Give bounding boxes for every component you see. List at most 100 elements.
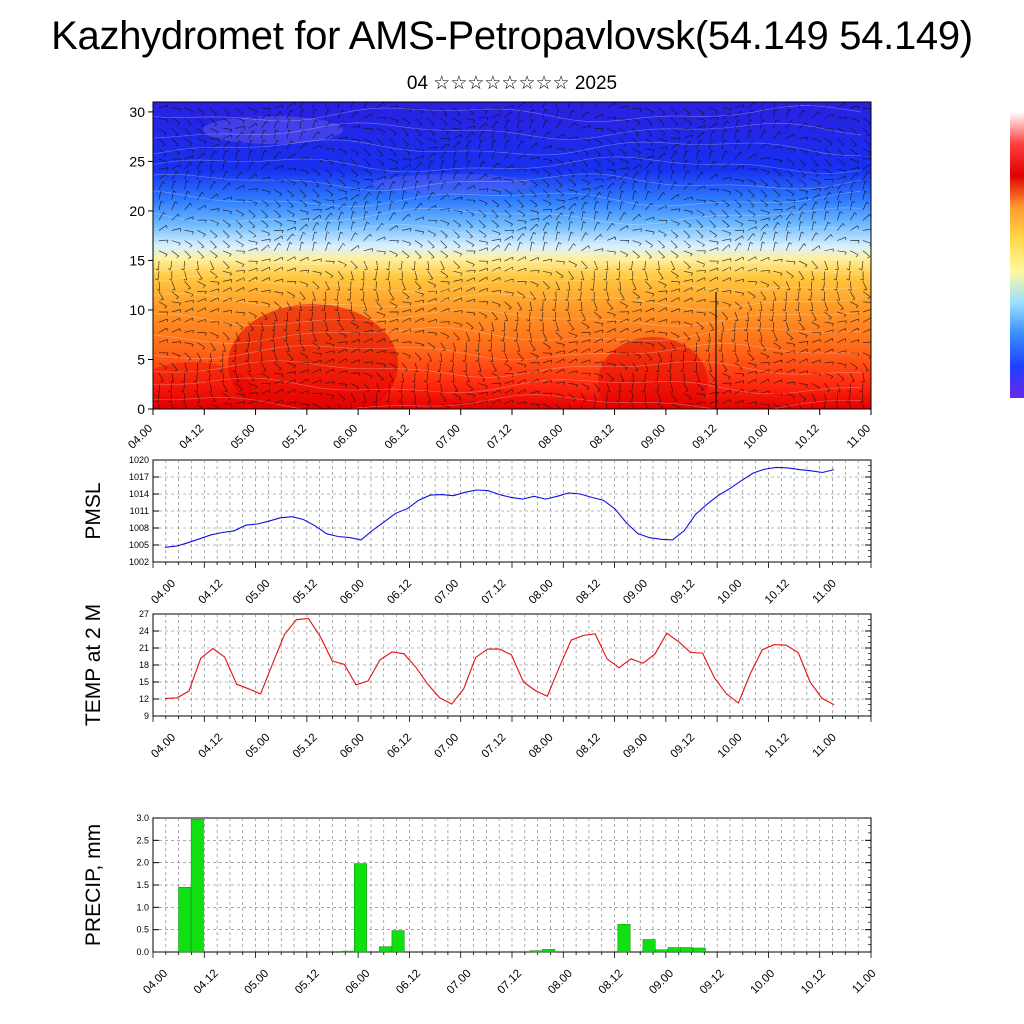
panel-2-xtick-label-0: 04.00 bbox=[149, 578, 178, 607]
panel-4-ytick-label-4: 2.0 bbox=[136, 858, 149, 868]
panel-3-ytick-label-6: 27 bbox=[139, 609, 149, 619]
chart-title: Kazhydromet for AMS-Petropavlovsk(54.149… bbox=[51, 14, 973, 58]
contour-line-9 bbox=[153, 258, 862, 276]
contour-line-7 bbox=[153, 224, 862, 242]
panel-4-xtick-label-12: 10.00 bbox=[748, 968, 777, 997]
cross-section-xtick-label-6: 07.00 bbox=[434, 423, 463, 452]
wind-barbs bbox=[155, 102, 871, 409]
cross-section-xtick-label-3: 05.12 bbox=[280, 423, 309, 452]
cross-section-ytick-label-5: 25 bbox=[129, 153, 145, 169]
cross-section-xtick-label-4: 06.00 bbox=[331, 423, 360, 452]
cold-core-0 bbox=[203, 116, 343, 144]
wind-barb-paths bbox=[155, 102, 871, 409]
panel-2-ytick-label-5: 1017 bbox=[129, 472, 149, 482]
panel-2-xtick-label-5: 06.12 bbox=[385, 578, 414, 607]
panel-2-xtick-label-7: 07.12 bbox=[480, 578, 509, 607]
panel-2-ylabel: PMSL bbox=[82, 482, 105, 539]
panel-2-grid bbox=[153, 460, 871, 562]
contour-line-15 bbox=[153, 360, 862, 378]
panel-4-ytick-label-6: 3.0 bbox=[136, 813, 149, 823]
contour-line-8 bbox=[153, 241, 862, 259]
contour-line-10 bbox=[153, 275, 862, 293]
panel-3-xtick-label-4: 06.00 bbox=[338, 732, 367, 761]
panel-2-xtick-label-1: 04.12 bbox=[196, 578, 225, 607]
precip-bar-18 bbox=[391, 930, 405, 953]
panel-3-xtick-label-8: 08.00 bbox=[527, 732, 556, 761]
panel-2-ytick-label-3: 1011 bbox=[130, 506, 149, 516]
precip-bar-40 bbox=[667, 947, 681, 953]
panel-3-xtick-label-11: 09.12 bbox=[668, 732, 697, 761]
cross-section-field bbox=[153, 102, 871, 409]
panel-2-xtick-label-11: 09.12 bbox=[668, 578, 697, 607]
panel-2-ytick-label-2: 1008 bbox=[129, 523, 149, 533]
panel-4-xtick-label-7: 07.12 bbox=[495, 968, 524, 997]
panel-4-xtick-label-4: 06.00 bbox=[344, 968, 373, 997]
panel-3-xtick-label-2: 05.00 bbox=[244, 732, 273, 761]
panel-2-xtick-label-6: 07.00 bbox=[432, 578, 461, 607]
panel-2-ytick-label-4: 1014 bbox=[129, 489, 149, 499]
panel-4-xtick-label-5: 06.12 bbox=[394, 968, 423, 997]
panel-4-xtick-label-14: 11.00 bbox=[850, 968, 878, 996]
panel-2-xtick-label-14: 11.00 bbox=[811, 578, 839, 606]
contour-line-2 bbox=[153, 139, 862, 156]
cross-section-ytick-label-3: 15 bbox=[129, 252, 145, 268]
contour-line-12 bbox=[153, 309, 862, 327]
panel-3-xtick-label-7: 07.12 bbox=[480, 732, 509, 761]
contour-line-1 bbox=[153, 122, 862, 140]
contour-line-4 bbox=[153, 173, 862, 191]
cross-section-xtick-label-5: 06.12 bbox=[383, 423, 412, 452]
warm-core-1 bbox=[598, 337, 708, 409]
panel-3-ytick-label-4: 21 bbox=[139, 643, 149, 653]
contour-line-14 bbox=[153, 343, 862, 361]
cross-section-xtick-label-2: 05.00 bbox=[229, 423, 258, 452]
cross-section-ytick-label-4: 20 bbox=[129, 203, 145, 219]
panel-4-xtick-label-6: 07.00 bbox=[445, 968, 474, 997]
panel-2-ytick-label-1: 1005 bbox=[129, 540, 149, 550]
panel-2-xtick-label-8: 08.00 bbox=[527, 578, 556, 607]
precip-bar-1 bbox=[178, 886, 192, 953]
panel-2-xtick-label-2: 05.00 bbox=[244, 578, 273, 607]
cross-section-ytick-label-1: 5 bbox=[137, 351, 145, 367]
panel-4-xtick-label-11: 09.12 bbox=[698, 968, 727, 997]
precip-bar-41 bbox=[680, 947, 694, 953]
panel-2-ytick-label-0: 1002 bbox=[129, 557, 149, 567]
cross-section-xtick-label-12: 10.00 bbox=[742, 423, 771, 452]
panel-3-xtick-label-0: 04.00 bbox=[149, 732, 178, 761]
contour-line-3 bbox=[153, 156, 862, 174]
panel-3-grid bbox=[153, 614, 871, 716]
panel-2-xtick-label-4: 06.00 bbox=[338, 578, 367, 607]
panel-3-xtick-label-13: 10.12 bbox=[763, 732, 792, 761]
cross-section-ytick-label-6: 30 bbox=[129, 104, 145, 120]
cross-section-xtick-label-10: 09.00 bbox=[639, 423, 668, 452]
panel-3-ylabel: TEMP at 2 M bbox=[82, 604, 105, 726]
panel-4-ytick-label-0: 0.0 bbox=[136, 947, 149, 957]
precip-bar-2 bbox=[190, 819, 204, 953]
precip-bar-36 bbox=[617, 924, 631, 953]
precip-bar-17 bbox=[379, 946, 393, 953]
panel-2-xtick-label-9: 08.12 bbox=[574, 578, 603, 607]
panel-4-xtick-label-8: 08.00 bbox=[546, 968, 575, 997]
cross-section-xtick-label-14: 11.00 bbox=[845, 423, 873, 451]
contour-line-16 bbox=[153, 377, 861, 394]
panel-4-xtick-label-10: 09.00 bbox=[647, 968, 676, 997]
cross-section-xtick-label-7: 07.12 bbox=[485, 423, 514, 452]
panel-3-xtick-label-10: 09.00 bbox=[621, 732, 650, 761]
panel-4-ytick-label-5: 2.5 bbox=[136, 835, 149, 845]
panel-4-ylabel: PRECIP, mm bbox=[82, 824, 105, 946]
panel-3-ytick-label-5: 24 bbox=[139, 626, 149, 636]
precip-bar-29 bbox=[529, 950, 543, 953]
precip-bar-42 bbox=[692, 947, 706, 953]
pmsl-series-line bbox=[164, 466, 835, 548]
cross-section-xtick-label-11: 09.12 bbox=[690, 423, 719, 452]
contour-line-6 bbox=[153, 207, 862, 225]
cross-section-ytick-label-2: 10 bbox=[129, 302, 145, 318]
contour-line-17 bbox=[153, 394, 862, 409]
precip-bar-14 bbox=[341, 950, 355, 953]
precip-bar-30 bbox=[542, 949, 556, 953]
precip-bar-39 bbox=[655, 949, 669, 953]
panel-2-xtick-label-13: 10.12 bbox=[763, 578, 792, 607]
warm-core-2 bbox=[153, 362, 253, 409]
panel-3-xtick-label-9: 08.12 bbox=[574, 732, 603, 761]
panel-4-ytick-label-3: 1.5 bbox=[136, 880, 149, 890]
